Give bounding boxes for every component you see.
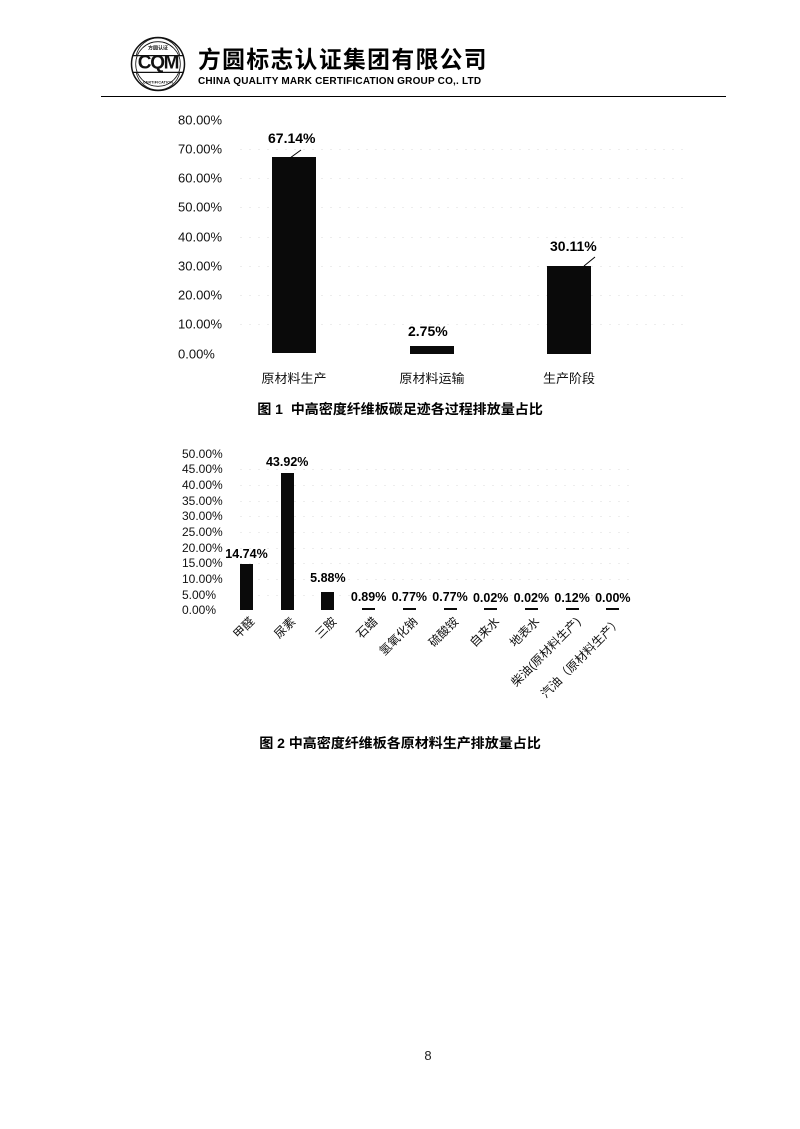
svg-text:方圆认证: 方圆认证 bbox=[147, 45, 168, 52]
svg-text:CERTIFICATION: CERTIFICATION bbox=[143, 81, 173, 85]
svg-text:CHINA QUALITY MARK CERTIFICATI: CHINA QUALITY MARK CERTIFICATION GROUP C… bbox=[198, 76, 481, 87]
svg-text:方圆标志认证集团有限公司: 方圆标志认证集团有限公司 bbox=[198, 40, 488, 75]
svg-text:CQM: CQM bbox=[138, 53, 179, 74]
